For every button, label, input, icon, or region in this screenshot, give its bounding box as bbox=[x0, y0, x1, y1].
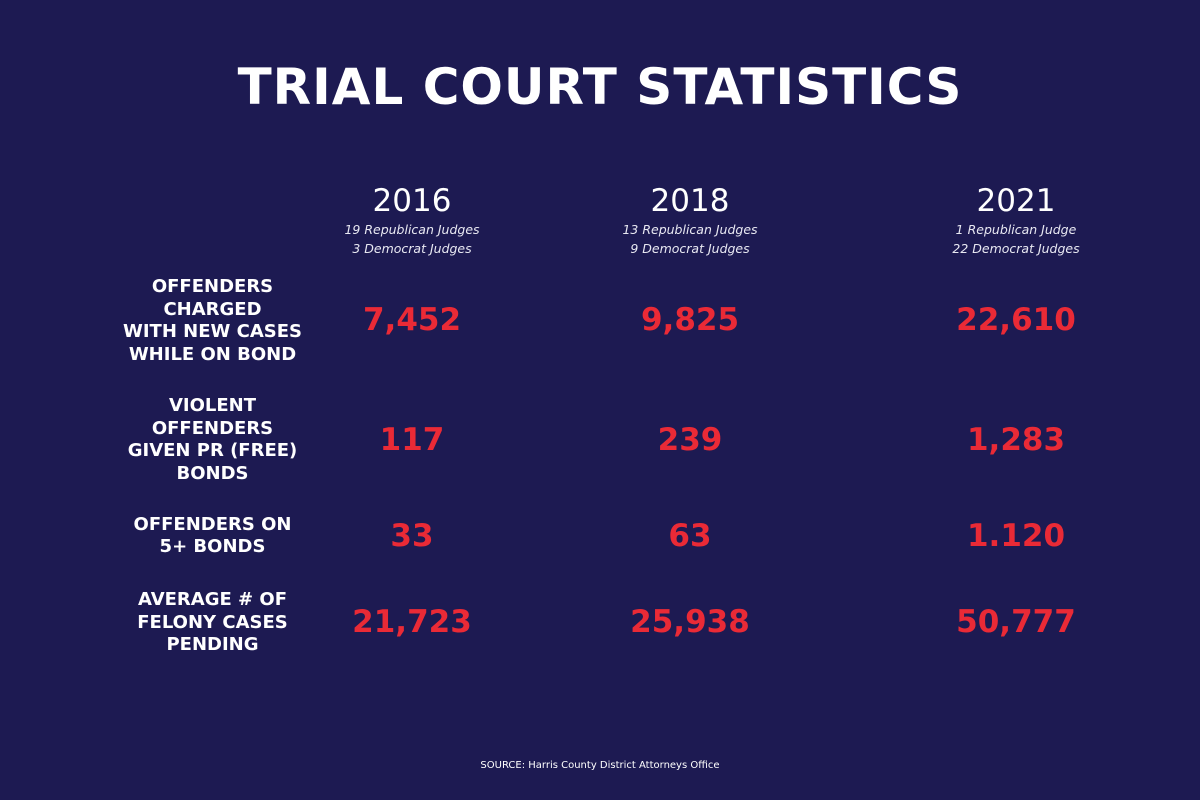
row-label-line: OFFENDERS bbox=[151, 276, 274, 297]
row-label-line: OFFENDERS bbox=[151, 417, 274, 439]
column-judges-democrat: 22 Democrat Judges bbox=[952, 241, 1080, 256]
column-judges-republican: 1 Republican Judge bbox=[955, 222, 1077, 237]
row-label-line: WITH NEW CASES bbox=[122, 321, 302, 342]
column-year: 2021 bbox=[976, 183, 1056, 219]
column-judges-democrat: 3 Democrat Judges bbox=[352, 241, 472, 256]
value-cell: 33 bbox=[390, 518, 434, 554]
row-label-line: CHARGED bbox=[163, 298, 262, 320]
row-label-line: WHILE ON BOND bbox=[128, 343, 297, 365]
value-cell: 9,825 bbox=[640, 302, 740, 338]
value-cell: 63 bbox=[668, 518, 712, 554]
row-label-new-cases-on-bond: OFFENDERS CHARGED WITH NEW CASES WHILE O… bbox=[80, 275, 345, 367]
value-cell: 21,723 bbox=[352, 604, 472, 640]
row-label-felony-cases-pending: AVERAGE # OF FELONY CASES PENDING bbox=[80, 588, 345, 658]
column-year: 2018 bbox=[650, 183, 730, 219]
value-cell: 239 bbox=[657, 422, 723, 458]
row-label-line: 5+ BONDS bbox=[159, 536, 266, 557]
row-label-line: AVERAGE # OF bbox=[137, 589, 287, 611]
chart-title: TRIAL COURT STATISTICS bbox=[237, 58, 963, 116]
value-cell: 25,938 bbox=[630, 604, 750, 640]
row-label-line: GIVEN PR (FREE) bbox=[127, 440, 298, 461]
column-header-2021: 2021 1 Republican Judge 22 Democrat Judg… bbox=[886, 182, 1146, 258]
source-note: SOURCE: Harris County District Attorneys… bbox=[480, 760, 720, 771]
row-label-five-plus-bonds: OFFENDERS ON 5+ BONDS bbox=[80, 512, 345, 560]
row-label-line: FELONY CASES bbox=[137, 611, 288, 633]
row-label-line: OFFENDERS ON bbox=[133, 513, 292, 535]
column-judges-democrat: 9 Democrat Judges bbox=[630, 241, 750, 256]
column-year: 2016 bbox=[372, 183, 452, 219]
row-label-violent-pr-bonds: VIOLENT OFFENDERS GIVEN PR (FREE) BONDS bbox=[80, 394, 345, 486]
value-cell: 117 bbox=[379, 422, 445, 458]
column-judges-republican: 19 Republican Judges bbox=[344, 222, 480, 237]
value-cell: 1,283 bbox=[966, 422, 1066, 458]
value-cell: 22,610 bbox=[956, 302, 1076, 338]
value-cell: 50,777 bbox=[956, 604, 1076, 640]
value-cell: 1.120 bbox=[966, 518, 1066, 554]
value-cell: 7,452 bbox=[362, 302, 462, 338]
row-label-line: PENDING bbox=[166, 634, 259, 656]
row-label-line: BONDS bbox=[176, 462, 249, 484]
row-label-line: VIOLENT bbox=[168, 395, 257, 416]
column-header-2018: 2018 13 Republican Judges 9 Democrat Jud… bbox=[560, 182, 820, 258]
column-judges-republican: 13 Republican Judges bbox=[622, 222, 758, 237]
column-header-2016: 2016 19 Republican Judges 3 Democrat Jud… bbox=[282, 182, 542, 258]
